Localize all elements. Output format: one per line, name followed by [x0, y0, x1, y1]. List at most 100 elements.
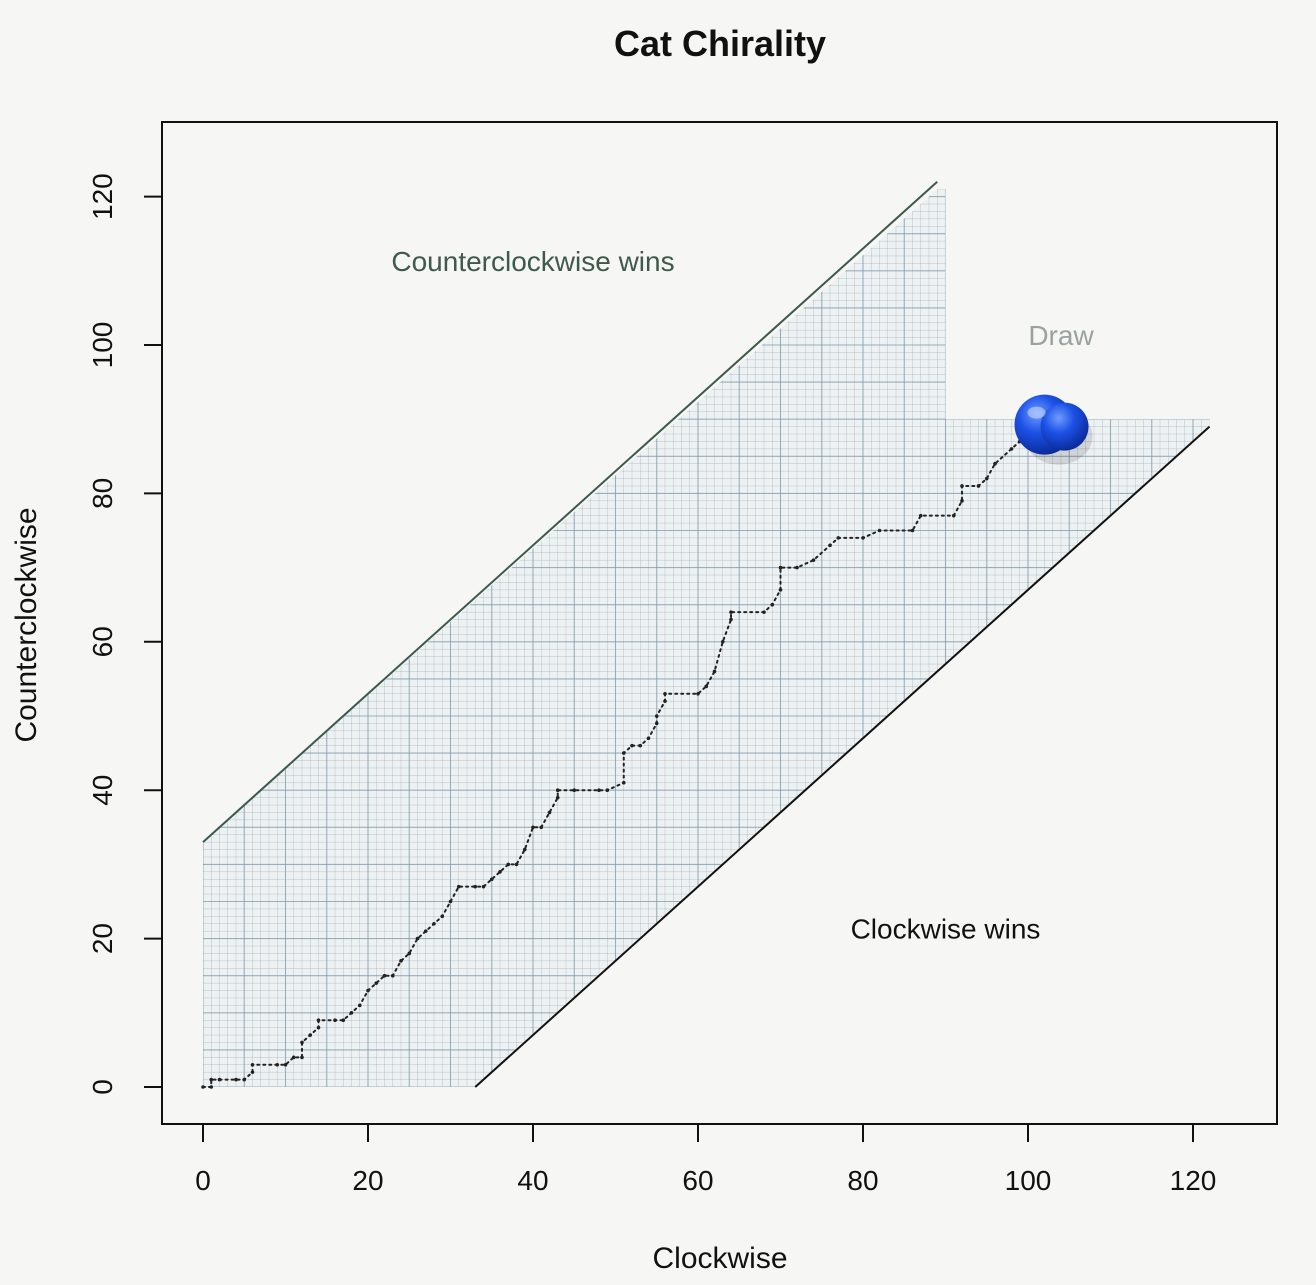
- walk-point: [217, 1077, 222, 1082]
- walk-point: [498, 870, 502, 874]
- walk-point: [415, 936, 420, 941]
- walk-point: [547, 810, 552, 815]
- walk-point: [531, 825, 535, 830]
- walk-point: [597, 788, 601, 792]
- x-tick-label: 40: [517, 1165, 548, 1196]
- walk-point: [341, 1018, 346, 1023]
- walk-point: [984, 476, 989, 481]
- walk-point: [861, 536, 865, 540]
- walk-point: [349, 1011, 354, 1015]
- walk-point: [432, 921, 436, 926]
- walk-point: [357, 1003, 362, 1008]
- walk-point: [316, 1025, 321, 1030]
- walk-point: [209, 1077, 214, 1082]
- walk-point: [399, 959, 403, 963]
- walk-point: [663, 699, 667, 703]
- walk-point: [242, 1077, 247, 1082]
- walk-point: [960, 484, 964, 488]
- y-tick-label: 100: [87, 322, 118, 369]
- walk-point: [514, 862, 519, 867]
- walk-point: [506, 862, 511, 867]
- walk-point: [630, 743, 634, 748]
- walk-point: [696, 691, 700, 696]
- walk-point: [522, 847, 527, 852]
- walk-point: [729, 617, 733, 622]
- walk-point: [423, 929, 428, 933]
- walk-point: [407, 951, 412, 956]
- y-axis: 0 20 40 60 80 100 120: [87, 173, 163, 1095]
- walk-point: [382, 973, 387, 978]
- walk-point: [811, 558, 816, 562]
- walk-point: [605, 788, 610, 792]
- walk-point: [316, 1018, 321, 1023]
- y-axis-label: Counterclockwise: [10, 507, 43, 742]
- walk-point: [250, 1062, 255, 1067]
- walk-point: [720, 640, 725, 644]
- pushpin-cap: [1040, 402, 1089, 451]
- y-tick-label: 80: [87, 478, 118, 509]
- walk-point: [663, 691, 667, 696]
- walk-point: [234, 1077, 238, 1082]
- walk-point: [448, 899, 453, 904]
- walk-series-line: [202, 433, 1029, 1088]
- walk-point: [481, 884, 486, 889]
- x-tick-label: 20: [352, 1165, 383, 1196]
- walk-point: [836, 536, 841, 540]
- walk-point: [770, 602, 775, 607]
- walk-point: [250, 1070, 255, 1074]
- walk-point: [729, 610, 733, 614]
- walk-point: [572, 788, 577, 792]
- walk-point: [795, 565, 799, 570]
- walk-point: [778, 588, 783, 592]
- y-tick-label: 0: [87, 1079, 118, 1095]
- walk-point: [778, 565, 783, 570]
- walk-point: [976, 484, 981, 488]
- walk-point: [440, 914, 445, 919]
- x-tick-label: 60: [682, 1165, 713, 1196]
- walk-point: [993, 461, 997, 466]
- region-label: Clockwise wins: [851, 914, 1041, 945]
- walk-point: [704, 684, 709, 689]
- x-axis: 0 20 40 60 80 100 120: [195, 1123, 1217, 1196]
- walk-point: [828, 543, 832, 548]
- walk-point: [951, 513, 956, 518]
- walk-point: [539, 825, 544, 830]
- walk-point: [621, 751, 626, 755]
- walk-point: [960, 499, 964, 503]
- walk-point: [918, 513, 923, 518]
- pushpin-icon: [1014, 394, 1093, 465]
- walk-point: [638, 743, 643, 748]
- y-tick-label: 20: [87, 923, 118, 954]
- walk-point: [291, 1055, 296, 1060]
- walk-point: [621, 780, 626, 785]
- walk-point: [275, 1062, 280, 1067]
- pushpin-highlight: [1027, 406, 1046, 419]
- walk-point: [654, 714, 659, 718]
- walk-point: [489, 877, 494, 882]
- chart-title: Cat Chirality: [614, 23, 826, 64]
- walk-point: [300, 1055, 304, 1060]
- walk-point: [646, 736, 651, 741]
- walk-point: [283, 1062, 288, 1067]
- walk-point: [555, 788, 560, 792]
- x-axis-label: Clockwise: [652, 1242, 787, 1275]
- walk-point: [456, 884, 461, 889]
- walk-point: [308, 1033, 313, 1037]
- walk-point: [473, 884, 478, 889]
- x-tick-label: 100: [1005, 1165, 1052, 1196]
- walk-point: [712, 669, 717, 674]
- walk-point: [555, 795, 560, 800]
- walk-point: [333, 1018, 337, 1023]
- walk-point: [1009, 447, 1014, 451]
- x-tick-label: 0: [195, 1165, 211, 1196]
- x-tick-label: 120: [1170, 1165, 1217, 1196]
- y-tick-label: 120: [87, 173, 118, 220]
- walk-point: [910, 528, 915, 533]
- walk-point: [366, 988, 370, 993]
- y-tick-label: 40: [87, 775, 118, 806]
- walk-point: [300, 1040, 304, 1045]
- walk-point: [654, 721, 659, 726]
- boundary-line: [202, 181, 938, 843]
